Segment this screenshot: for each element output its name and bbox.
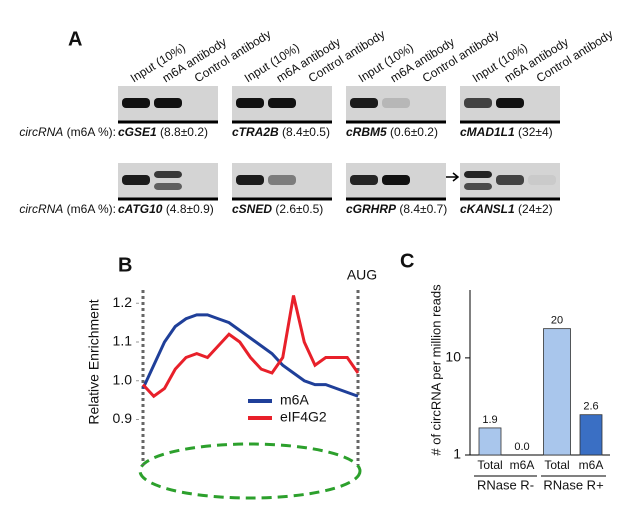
gene-value: (8.4±0.7) — [399, 202, 447, 216]
gel-band — [350, 98, 378, 108]
row-label-rest: (m6A %): — [67, 125, 116, 139]
gene-label: cRBM5 (0.6±0.2) — [346, 125, 438, 139]
y-tick-label: 1.1 — [113, 333, 133, 349]
group-label: RNase R+ — [543, 477, 603, 492]
row-label-rest: (m6A %): — [67, 202, 116, 216]
gene-value: (8.8±0.2) — [160, 125, 208, 139]
legend-label: m6A — [280, 392, 309, 408]
gel-band — [464, 98, 492, 108]
gene-name: cGSE1 — [118, 125, 157, 139]
annotation: AUG — [347, 267, 377, 283]
gene-name: cSNED — [232, 202, 272, 216]
gene-name: cKANSL1 — [460, 202, 515, 216]
gel-band — [236, 98, 264, 108]
x-tick-label: m6A — [510, 458, 535, 472]
gene-label: cSNED (2.6±0.5) — [232, 202, 323, 216]
gel-band — [382, 98, 410, 108]
gene-label: cGRHRP (8.4±0.7) — [346, 202, 447, 216]
gel-band — [464, 183, 492, 190]
y-axis-label: Relative Enrichment — [86, 299, 102, 424]
gene-name: cATG10 — [118, 202, 163, 216]
transcript-ellipse — [138, 442, 362, 500]
y-axis-label: # of circRNA per million reads — [428, 284, 443, 456]
gel-band — [236, 175, 264, 185]
gene-label: cATG10 (4.8±0.9) — [118, 202, 214, 216]
gene-value: (24±2) — [518, 202, 553, 216]
bar — [579, 414, 603, 456]
value-label: 2.6 — [583, 401, 598, 413]
gel-band — [268, 98, 296, 108]
bar — [543, 328, 571, 456]
panel-label: A — [68, 28, 82, 50]
bar — [478, 427, 502, 456]
row-label: circRNA (m6A %): — [19, 202, 116, 216]
panel-label: C — [400, 250, 414, 272]
arrow — [446, 172, 460, 182]
gene-name: cGRHRP — [346, 202, 397, 216]
gel-band — [382, 175, 410, 185]
gene-value: (0.6±0.2) — [390, 125, 438, 139]
y-tick-label: 0.9 — [113, 410, 133, 426]
gel-band — [496, 98, 524, 108]
x-tick-label: m6A — [579, 458, 604, 472]
y-tick-label: 1.2 — [113, 294, 133, 310]
x-tick-label: Total — [477, 458, 502, 472]
gel-band — [496, 175, 524, 185]
gel-band — [154, 171, 182, 178]
gene-value: (32±4) — [518, 125, 553, 139]
row-label: circRNA (m6A %): — [19, 125, 116, 139]
gel-band — [122, 98, 150, 108]
gene-name: cRBM5 — [346, 125, 387, 139]
y-tick-label: 1 — [453, 446, 461, 462]
panel-label: B — [118, 254, 132, 276]
gene-value: (8.4±0.5) — [282, 125, 330, 139]
y-tick-label: 10 — [445, 349, 461, 365]
gene-label: cTRA2B (8.4±0.5) — [232, 125, 330, 139]
gel-band — [154, 183, 182, 190]
gene-name: cTRA2B — [232, 125, 279, 139]
value-label: 1.9 — [482, 414, 497, 426]
row-label-italic: circRNA — [19, 202, 63, 216]
y-tick-label: 1.0 — [113, 371, 133, 387]
gene-value: (4.8±0.9) — [166, 202, 214, 216]
gel-band — [528, 175, 556, 185]
group-label: RNase R- — [477, 477, 534, 492]
gene-label: cGSE1 (8.8±0.2) — [118, 125, 208, 139]
gel-band — [268, 175, 296, 185]
row-label-italic: circRNA — [19, 125, 63, 139]
gene-name: cMAD1L1 — [460, 125, 515, 139]
gel-band — [122, 175, 150, 185]
gel-band — [464, 171, 492, 178]
x-tick-label: Total — [544, 458, 569, 472]
value-label: 0.0 — [514, 441, 529, 453]
line-series — [141, 313, 359, 398]
gel-band — [154, 98, 182, 108]
gene-label: cKANSL1 (24±2) — [460, 202, 553, 216]
line-series — [141, 295, 360, 399]
legend-label: eIF4G2 — [280, 409, 327, 425]
gene-label: cMAD1L1 (32±4) — [460, 125, 553, 139]
gel-band — [350, 175, 378, 185]
value-label: 20 — [551, 315, 563, 327]
gene-value: (2.6±0.5) — [275, 202, 323, 216]
